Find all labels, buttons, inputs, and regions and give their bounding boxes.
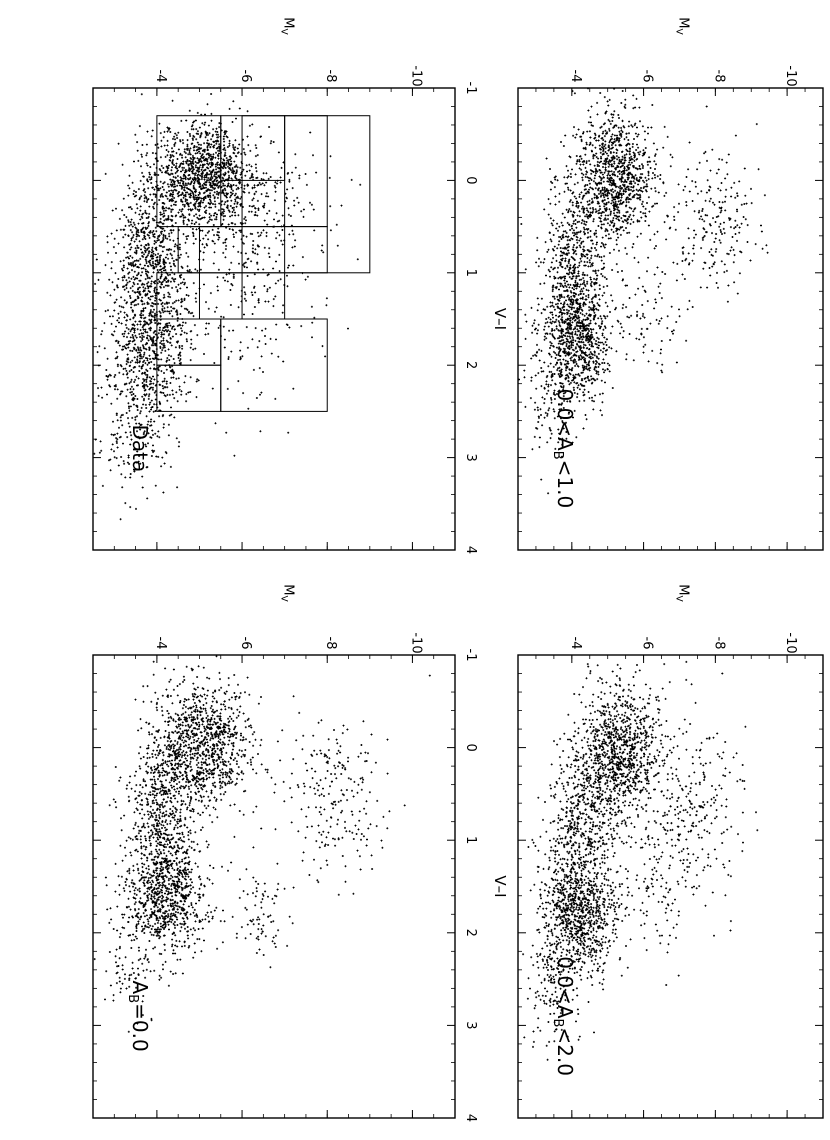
scatter-points (93, 93, 362, 521)
y-axis-title: MV (279, 17, 296, 35)
x-tick-label: 4 (463, 1114, 478, 1122)
y-axis-title: MV (279, 584, 296, 602)
y-tick-label: -4 (153, 637, 168, 650)
grid-box (177, 226, 328, 274)
scatter-points (93, 655, 431, 1033)
x-tick-label: 3 (463, 1021, 478, 1029)
y-tick-label: -8 (323, 70, 338, 83)
x-tick-label: 4 (463, 546, 478, 554)
y-axis-title: MV (673, 584, 690, 602)
panel-label: 0.0<AB<2.0 (550, 956, 577, 1076)
y-tick-label: -6 (238, 637, 253, 650)
scatter-points (518, 87, 769, 495)
x-tick-label: 2 (463, 361, 478, 369)
y-tick-label: -8 (323, 637, 338, 650)
grid-box (284, 115, 328, 228)
x-tick-label: 3 (463, 453, 478, 461)
x-axis-title: V–I (491, 308, 509, 330)
panel-label: AB=0.0 (125, 981, 152, 1052)
x-tick-label: -1 (463, 82, 478, 95)
y-tick-label: -10 (408, 65, 423, 86)
grid-box (156, 364, 222, 412)
x-tick-label: 0 (463, 176, 478, 184)
plot-frame (517, 654, 824, 1119)
y-axis-title: MV (673, 17, 690, 35)
y-tick-label: -4 (153, 70, 168, 83)
y-tick-label: -10 (783, 632, 798, 653)
y-tick-label: -10 (783, 65, 798, 86)
y-tick-label: -8 (711, 70, 726, 83)
y-tick-label: -10 (408, 632, 423, 653)
grid-box (220, 115, 286, 181)
plot-frame (517, 87, 824, 551)
y-tick-label: -4 (568, 637, 583, 650)
x-tick-label: 1 (463, 836, 478, 844)
scatter-marks (93, 93, 362, 521)
y-tick-label: -6 (238, 70, 253, 83)
y-tick-label: -8 (711, 637, 726, 650)
y-tick-label: -6 (640, 637, 655, 650)
panel-label: Data (128, 424, 152, 472)
grid-box (220, 318, 328, 412)
x-tick-label: -1 (463, 649, 478, 662)
x-tick-label: 0 (463, 743, 478, 751)
x-tick-label: 1 (463, 269, 478, 277)
y-tick-label: -4 (568, 70, 583, 83)
scatter-points (522, 660, 759, 1061)
x-tick-label: 2 (463, 929, 478, 937)
scatter-marks (522, 660, 759, 1061)
plot-frame (92, 87, 456, 551)
scatter-marks (518, 87, 769, 495)
plot-frame (92, 654, 456, 1119)
y-tick-label: -6 (640, 70, 655, 83)
panel-label: 0.0<AB<1.0 (550, 388, 577, 508)
x-axis-title: V–I (491, 875, 509, 897)
scatter-marks (93, 655, 431, 1033)
